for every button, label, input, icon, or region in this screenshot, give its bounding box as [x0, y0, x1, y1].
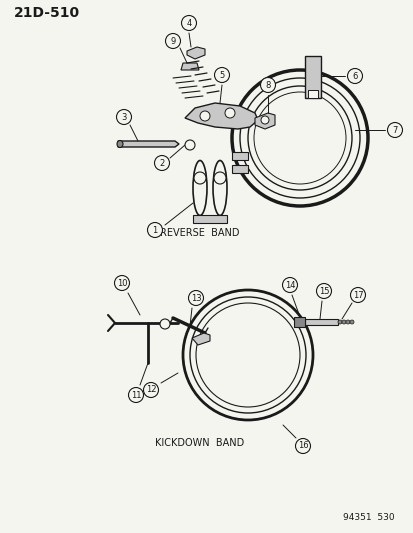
Text: 1: 1 [152, 225, 157, 235]
Polygon shape [304, 319, 337, 325]
Text: 2: 2 [159, 158, 164, 167]
Circle shape [260, 116, 268, 124]
Circle shape [341, 320, 345, 324]
Text: REVERSE  BAND: REVERSE BAND [160, 228, 239, 238]
Text: 14: 14 [284, 280, 294, 289]
Circle shape [128, 387, 143, 402]
Circle shape [143, 383, 158, 398]
Text: 21D-510: 21D-510 [14, 6, 80, 20]
Circle shape [387, 123, 401, 138]
Text: 7: 7 [392, 125, 397, 134]
Text: 3: 3 [121, 112, 126, 122]
Polygon shape [307, 90, 317, 98]
Text: 8: 8 [265, 80, 270, 90]
Circle shape [214, 68, 229, 83]
Text: 11: 11 [131, 391, 141, 400]
Polygon shape [118, 141, 178, 147]
Circle shape [350, 287, 365, 303]
Text: 94351  530: 94351 530 [342, 513, 394, 522]
Circle shape [199, 111, 209, 121]
Polygon shape [187, 47, 204, 59]
Circle shape [147, 222, 162, 238]
Polygon shape [304, 56, 320, 98]
Text: 5: 5 [219, 70, 224, 79]
Circle shape [260, 77, 275, 93]
Polygon shape [231, 152, 247, 160]
Circle shape [116, 109, 131, 125]
Text: 9: 9 [170, 36, 175, 45]
Circle shape [316, 284, 331, 298]
Circle shape [165, 34, 180, 49]
Circle shape [224, 108, 235, 118]
Text: 6: 6 [351, 71, 357, 80]
Polygon shape [180, 63, 199, 70]
Polygon shape [254, 113, 274, 129]
Circle shape [154, 156, 169, 171]
Circle shape [347, 69, 362, 84]
Circle shape [159, 319, 170, 329]
Polygon shape [192, 333, 209, 345]
Circle shape [188, 290, 203, 305]
Text: 10: 10 [116, 279, 127, 287]
Circle shape [349, 320, 353, 324]
Circle shape [282, 278, 297, 293]
Text: 16: 16 [297, 441, 308, 450]
Circle shape [114, 276, 129, 290]
Circle shape [345, 320, 349, 324]
Circle shape [295, 439, 310, 454]
Polygon shape [185, 103, 257, 129]
Text: KICKDOWN  BAND: KICKDOWN BAND [155, 438, 244, 448]
Text: 13: 13 [190, 294, 201, 303]
Circle shape [337, 320, 341, 324]
Polygon shape [192, 215, 226, 223]
Circle shape [214, 172, 225, 184]
Text: 17: 17 [352, 290, 363, 300]
Circle shape [194, 172, 206, 184]
Ellipse shape [117, 141, 123, 148]
Text: 4: 4 [186, 19, 191, 28]
Circle shape [181, 15, 196, 30]
Polygon shape [231, 165, 247, 173]
Text: 15: 15 [318, 287, 328, 295]
Text: 12: 12 [145, 385, 156, 394]
Circle shape [185, 140, 195, 150]
Polygon shape [293, 317, 304, 327]
